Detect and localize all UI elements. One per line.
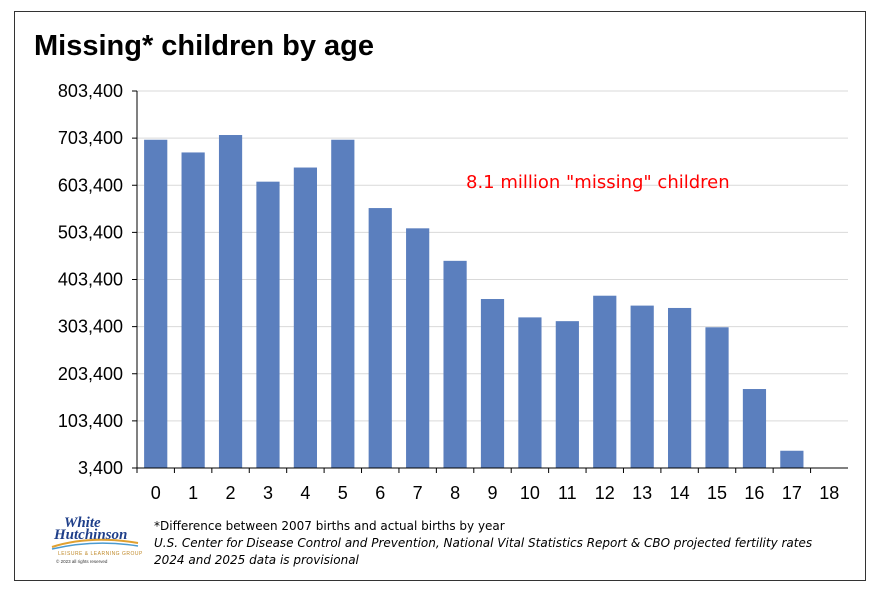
- x-tick-label: 16: [744, 483, 764, 503]
- footnote-provisional: 2024 and 2025 data is provisional: [154, 553, 359, 567]
- y-tick-label: 203,400: [58, 364, 123, 384]
- bar-age-17: [780, 450, 804, 468]
- x-tick-label: 3: [263, 483, 273, 503]
- x-tick-label: 13: [632, 483, 652, 503]
- x-tick-label: 12: [595, 483, 615, 503]
- logo-swoosh-icon: [51, 538, 139, 550]
- chart-title: Missing* children by age: [34, 30, 375, 62]
- x-tick-label: 4: [300, 483, 310, 503]
- x-axis-ticks: 0 1 2 3 4 5 6 7 8 9 10 11 12 13 14 15 16 17 18: [136, 468, 839, 503]
- footnote-source: U.S. Center for Disease Control and Prev…: [154, 536, 813, 550]
- y-tick-label: 3,400: [78, 458, 123, 478]
- bar-age-1: [181, 152, 205, 469]
- y-tick-label: 103,400: [58, 411, 123, 431]
- x-tick-label: 17: [782, 483, 802, 503]
- bar-age-6: [368, 208, 392, 468]
- bar-age-9: [480, 299, 505, 468]
- x-tick-label: 7: [413, 483, 423, 503]
- y-tick-label: 803,400: [58, 81, 123, 101]
- x-tick-label: 1: [188, 483, 198, 503]
- bar-age-12: [593, 295, 617, 468]
- x-tick-label: 10: [520, 483, 540, 503]
- bar-age-3: [256, 181, 280, 468]
- y-tick-label: 703,400: [58, 128, 123, 148]
- bar-age-14: [668, 307, 692, 468]
- white-hutchinson-logo: White Hutchinson LEISURE & LEARNING GROU…: [50, 515, 150, 571]
- bar-age-7: [406, 228, 430, 468]
- bar-age-4: [293, 167, 317, 468]
- bar-age-8: [443, 260, 467, 468]
- x-tick-label: 5: [338, 483, 348, 503]
- bars: [144, 135, 804, 469]
- x-tick-label: 2: [226, 483, 236, 503]
- x-tick-label: 0: [151, 483, 161, 503]
- y-axis-ticks: 803,400 703,400 603,400 503,400 403,400 303,4…: [58, 81, 137, 478]
- y-tick-label: 503,400: [58, 222, 123, 242]
- x-tick-label: 18: [819, 483, 839, 503]
- bar-age-10: [518, 317, 542, 468]
- logo-subtitle: LEISURE & LEARNING GROUP: [58, 551, 143, 557]
- x-tick-label: 11: [558, 483, 577, 503]
- x-tick-label: 8: [450, 483, 460, 503]
- y-tick-label: 303,400: [58, 317, 123, 337]
- footnotes: *Difference between 2007 births and actu…: [154, 518, 812, 569]
- x-tick-label: 9: [487, 483, 497, 503]
- x-tick-label: 15: [707, 483, 727, 503]
- y-tick-label: 603,400: [58, 175, 123, 195]
- bar-age-15: [705, 327, 729, 468]
- logo-text-white: White: [64, 515, 101, 531]
- x-tick-label: 6: [375, 483, 385, 503]
- x-tick-label: 14: [670, 483, 690, 503]
- y-tick-label: 403,400: [58, 270, 123, 290]
- bar-age-11: [555, 321, 579, 468]
- bar-age-0: [144, 139, 168, 469]
- footnote-definition: *Difference between 2007 births and actu…: [154, 519, 505, 533]
- axes: [136, 91, 848, 469]
- logo-copyright: © 2023 all rights reserved: [56, 559, 108, 564]
- bar-age-5: [331, 139, 355, 469]
- bar-age-13: [630, 305, 654, 468]
- chart-annotation: 8.1 million "missing" children: [466, 172, 730, 193]
- bar-age-16: [742, 389, 767, 468]
- bar-age-2: [218, 135, 243, 468]
